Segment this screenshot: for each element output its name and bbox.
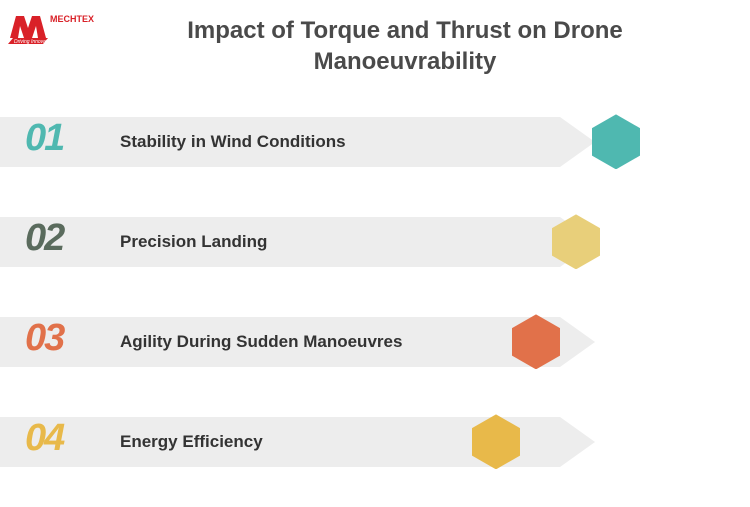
brand-logo: MECHTEX Driving Innovation bbox=[8, 8, 108, 48]
item-number: 03 bbox=[25, 317, 63, 360]
svg-text:MECHTEX: MECHTEX bbox=[50, 14, 94, 24]
item-number: 02 bbox=[25, 217, 63, 260]
list-item: 04 Energy Efficiency bbox=[0, 407, 750, 477]
list-item: 01 Stability in Wind Conditions bbox=[0, 107, 750, 177]
item-number: 01 bbox=[25, 117, 63, 160]
item-number: 04 bbox=[25, 417, 63, 460]
hexagon-icon bbox=[592, 114, 640, 169]
svg-text:Driving Innovation: Driving Innovation bbox=[14, 39, 54, 45]
list-item: 03 Agility During Sudden Manoeuvres bbox=[0, 307, 750, 377]
arrow-bar bbox=[0, 217, 560, 267]
page-title: Impact of Torque and Thrust on Drone Man… bbox=[0, 0, 750, 77]
items-list: 01 Stability in Wind Conditions 02 Preci… bbox=[0, 107, 750, 477]
item-label: Stability in Wind Conditions bbox=[120, 132, 346, 152]
item-label: Energy Efficiency bbox=[120, 432, 263, 452]
item-label: Agility During Sudden Manoeuvres bbox=[120, 332, 402, 352]
list-item: 02 Precision Landing bbox=[0, 207, 750, 277]
item-label: Precision Landing bbox=[120, 232, 267, 252]
